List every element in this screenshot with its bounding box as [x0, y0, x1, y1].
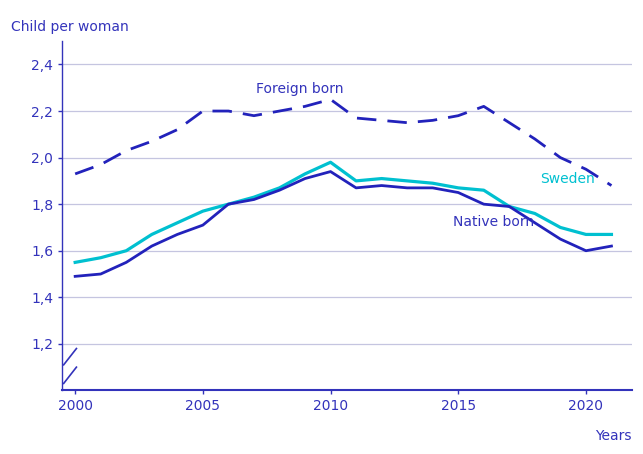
Text: Native born: Native born [453, 215, 534, 229]
Text: Foreign born: Foreign born [256, 82, 343, 96]
Text: Years: Years [595, 429, 632, 443]
Text: Child per woman: Child per woman [11, 20, 129, 34]
Text: Sweden: Sweden [540, 172, 595, 186]
